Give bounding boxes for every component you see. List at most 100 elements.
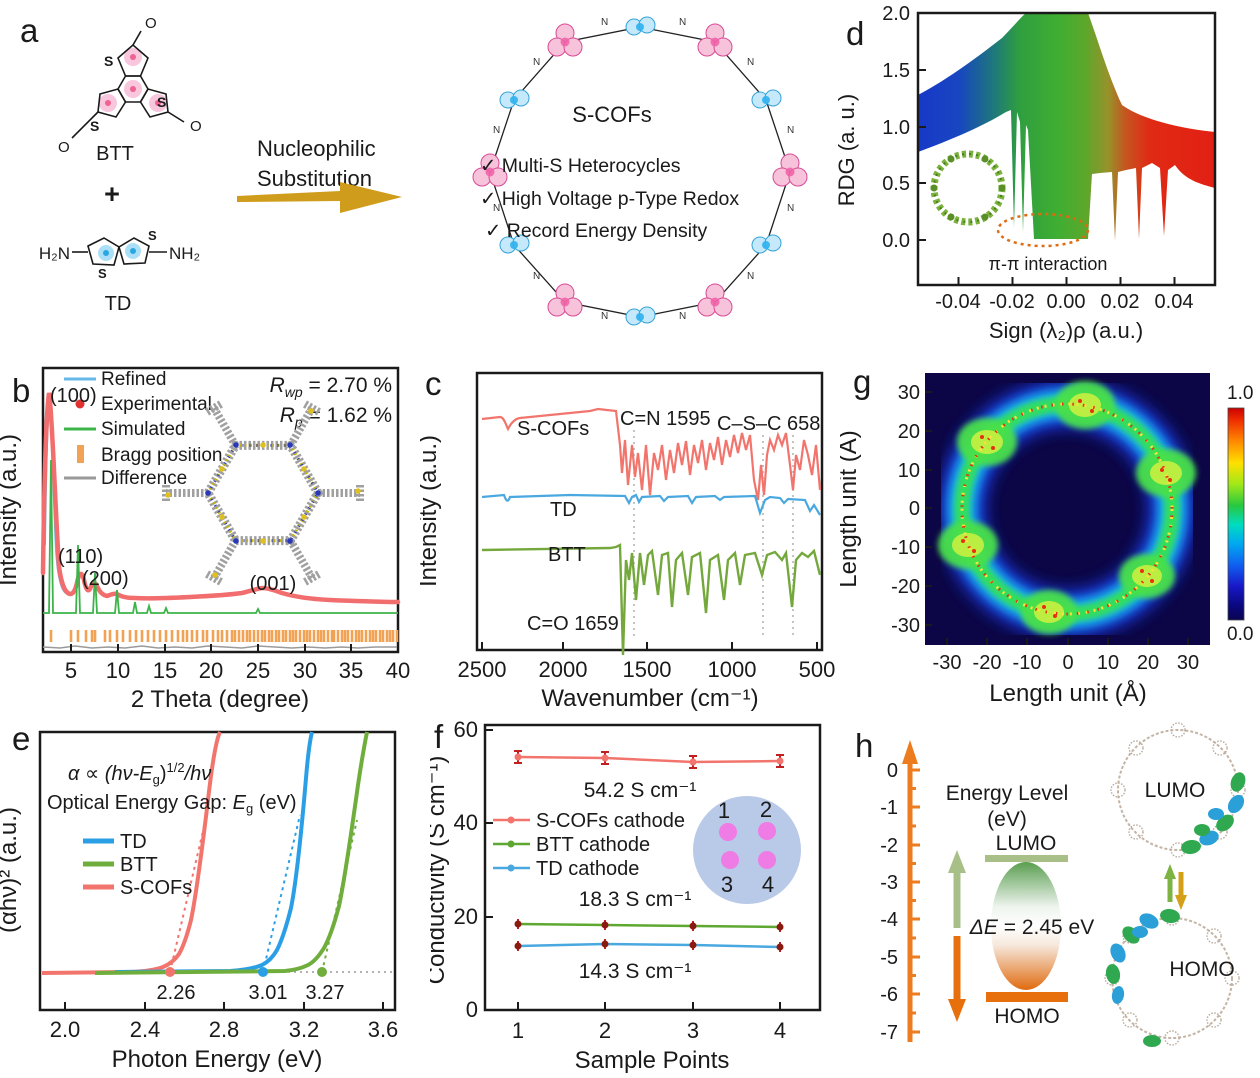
peak-100: (100) — [50, 385, 97, 407]
spin-pair-arrows-icon — [1164, 864, 1187, 910]
y-tick: -20 — [891, 576, 920, 598]
panel-f-conductivity-plot: f 54.2 S cm⁻¹ 18.3 S cm⁻¹ 14.3 S cm⁻¹ — [430, 717, 822, 1074]
rp-value: Rp = 1.62 % — [280, 404, 392, 430]
td-gap-marker — [258, 967, 268, 977]
scofs-macrocycle: N N N N N N N N N N N N — [472, 16, 808, 326]
tauc-x-ticks — [64, 1002, 384, 1010]
btt-cho-o-left: O — [58, 139, 70, 156]
scofs-conductivity-value: 54.2 S cm⁻¹ — [584, 779, 697, 802]
pi-pi-annotation: π-π interaction — [989, 254, 1108, 274]
td-s-atom-2: S — [98, 266, 107, 281]
structure-model-inset — [162, 400, 364, 586]
td-unit — [625, 306, 656, 326]
peak-110: (110) — [58, 546, 103, 568]
optical-gap-line: Optical Energy Gap: Eg (eV) — [47, 792, 297, 816]
sample-point-4: 4 — [762, 872, 774, 897]
y-tick: 1.0 — [882, 117, 910, 139]
panel-g-heatmap: g 1.0 — [840, 363, 1253, 707]
f-ylabel: Conductivity (S cm⁻¹) — [430, 756, 450, 985]
y-tick: 60 — [454, 717, 478, 742]
reaction-arrow-icon — [237, 182, 402, 213]
homo-down-arrow-icon — [948, 936, 966, 1022]
x-tick: 2.0 — [50, 1017, 81, 1042]
y-tick: 0 — [466, 997, 478, 1022]
rwp-value: Rwp = 2.70 % — [270, 374, 392, 400]
y-tick: 1.5 — [882, 60, 910, 82]
btt-molecule: O O O S S S — [58, 15, 202, 156]
energy-tick: 0 — [887, 760, 898, 782]
panel-e-tauc-plot: e 2.26 3.01 3.27 α ∝ (hν-Eg)1/2/hν Optic… — [0, 720, 398, 1073]
tauc-formula: α ∝ (hν-Eg)1/2/hν — [68, 760, 211, 787]
btt-unit — [772, 153, 808, 187]
btt-label: BTT — [96, 143, 134, 165]
btt-s-atom-1: S — [104, 53, 113, 69]
legend-td: TD — [120, 831, 147, 853]
td-spectrum — [481, 493, 821, 517]
bragg-position-ticks — [49, 630, 399, 642]
btt-cathode-series — [514, 919, 784, 932]
panel-a-scheme: a O O O S S S BTT + S S H₂N NH₂ TD Nucle… — [20, 12, 808, 326]
x-tick: 0.02 — [1101, 291, 1140, 313]
x-tick: 4 — [774, 1018, 786, 1043]
legend-difference: Difference — [101, 468, 187, 489]
legend-scofs-cathode: S-COFs cathode — [536, 810, 685, 832]
x-tick: 20 — [199, 658, 223, 683]
panel-letter-d: d — [846, 15, 864, 52]
heatmap-ticks — [925, 391, 1189, 645]
lumo-orbital-lobes — [1181, 772, 1246, 855]
imine-n-label: N — [787, 203, 794, 214]
tangent-guides — [169, 809, 358, 973]
feature-energy-density: ✓ Record Energy Density — [485, 220, 708, 242]
y-tick: 20 — [454, 904, 478, 929]
rdg-scatter-cloud — [918, 13, 1215, 241]
y-tick: 0.5 — [882, 173, 910, 195]
e-ylabel: (αhν)² (a.u.) — [0, 807, 22, 933]
gap-gradient-ellipse — [991, 862, 1061, 990]
gap-value-scofs: 2.26 — [157, 982, 196, 1004]
legend-simulated: Simulated — [101, 419, 186, 440]
imine-n-label: N — [679, 17, 686, 28]
homo-orbital-label: HOMO — [1169, 958, 1234, 981]
x-tick: -10 — [1013, 652, 1042, 674]
x-tick: 40 — [386, 658, 410, 683]
colorbar: 1.0 0.0 — [1227, 383, 1253, 645]
bragg-tick-icon — [77, 445, 84, 463]
x-tick: 2.8 — [209, 1017, 240, 1042]
axis-arrowhead-icon — [902, 740, 918, 764]
co-band-annotation: C=O 1659 — [527, 613, 619, 635]
x-tick: -0.04 — [935, 291, 981, 313]
lumo-level-label: LUMO — [996, 832, 1057, 855]
peak-001: (001) — [250, 573, 297, 595]
btt-s-atom-3: S — [90, 118, 99, 134]
btt-gap-marker — [317, 967, 327, 977]
difference-curve — [42, 645, 398, 649]
x-tick: 0.04 — [1155, 291, 1194, 313]
gap-value-btt: 3.27 — [306, 982, 345, 1004]
homo-orbital-lobes — [1105, 908, 1180, 1047]
y-tick: 10 — [898, 460, 920, 482]
legend-td-cathode: TD cathode — [536, 858, 639, 880]
imine-n-label: N — [601, 311, 608, 322]
panel-letter-g: g — [853, 363, 871, 400]
panel-letter-b: b — [12, 372, 30, 409]
x-tick: 3.2 — [289, 1017, 320, 1042]
csc-band-annotation: C–S–C 658 — [717, 413, 820, 435]
imine-n-label: N — [747, 271, 754, 282]
x-tick: 3 — [687, 1018, 699, 1043]
td-unit — [499, 234, 530, 254]
scofs-cathode-series — [514, 750, 784, 769]
g-xlabel: Length unit (Å) — [989, 679, 1146, 707]
x-tick: 10 — [1097, 652, 1119, 674]
x-tick: 30 — [1177, 652, 1199, 674]
tauc-legend: TD BTT S-COFs — [83, 831, 192, 899]
td-series-label: TD — [550, 499, 577, 521]
d-ylabel: RDG (a. u.) — [834, 94, 859, 206]
plus-sign: + — [104, 179, 120, 209]
density-map — [925, 373, 1210, 645]
legend-scofs: S-COFs — [120, 877, 192, 899]
btt-unit — [697, 23, 733, 57]
b-xlabel: 2 Theta (degree) — [131, 686, 309, 713]
experimental-curve — [40, 392, 401, 605]
sample-point-3: 3 — [721, 872, 733, 897]
